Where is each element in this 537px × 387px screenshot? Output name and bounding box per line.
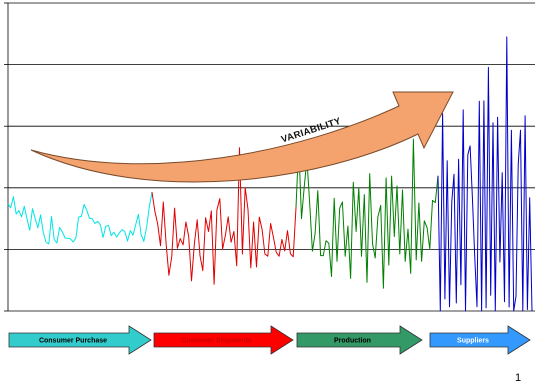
stage-arrow-shape [429,325,531,355]
plot-grid [4,2,535,312]
stage-arrow-customer-shipments: Customer Shipments [153,325,294,355]
stage-label: Production [334,338,371,345]
stage-arrow-suppliers: Suppliers [429,325,531,355]
page-number: 1 [515,372,522,384]
stage-label: Suppliers [457,338,489,345]
series-line-consumer-purchase [7,192,153,245]
series-layer [7,36,533,312]
stage-label: Customer Shipments [181,338,252,345]
variability-arrow: VARIABILITY [30,91,454,183]
stage-arrow-production: Production [296,325,423,355]
stage-arrow-consumer-purchase: Consumer Purchase [8,325,152,355]
series-line-suppliers [437,36,533,312]
stage-label: Consumer Purchase [39,338,107,345]
stage-arrow-shape [153,325,294,355]
series-line-production [295,138,439,289]
stage-arrow-shape [8,325,152,355]
variability-arrow-body [30,91,454,183]
stage-arrow-shape [296,325,423,355]
process-stage-arrows: Consumer Purchase Customer Shipments Produ… [8,325,531,355]
series-line-customer-shipments [151,147,297,285]
